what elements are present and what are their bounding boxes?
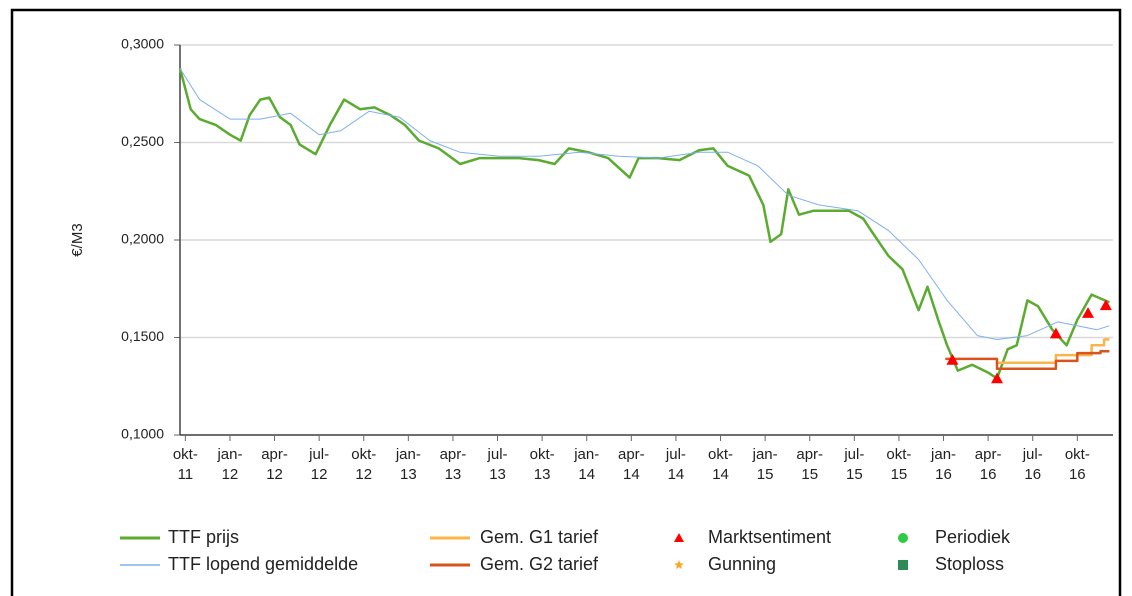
x-tick-label: 12 xyxy=(266,466,283,483)
frame xyxy=(10,8,1122,596)
x-tick-label: apr- xyxy=(261,446,288,463)
x-tick-label: 11 xyxy=(178,466,194,483)
x-tick-label: 14 xyxy=(712,466,729,483)
y-tick-label: 0,1000 xyxy=(121,426,164,442)
x-tick-label: 16 xyxy=(935,466,952,483)
y-tick-label: 0,2500 xyxy=(121,133,164,149)
x-tick-label: 12 xyxy=(222,466,239,483)
series-line xyxy=(997,338,1110,365)
x-tick-label: 15 xyxy=(846,466,863,483)
x-tick-label: okt- xyxy=(886,446,911,463)
legend-label: Gem. G1 tarief xyxy=(480,527,599,547)
legend-label: Gunning xyxy=(708,554,776,574)
x-tick-label: 16 xyxy=(1069,466,1086,483)
y-tick-label: 0,3000 xyxy=(121,36,164,52)
x-tick-label: okt- xyxy=(1065,446,1090,463)
x-tick-label: 13 xyxy=(534,466,551,483)
marker-circle xyxy=(898,533,908,543)
marker-triangle xyxy=(1049,327,1062,339)
y-axis-label: €/M3 xyxy=(69,223,86,256)
x-tick-label: jan- xyxy=(930,446,956,463)
x-tick-label: jul- xyxy=(1022,446,1043,463)
x-tick-label: 16 xyxy=(1024,466,1041,483)
marker-square xyxy=(898,560,908,570)
x-tick-label: apr- xyxy=(618,446,645,463)
series-line xyxy=(945,349,1110,370)
marker-triangle xyxy=(674,533,684,542)
marker-triangle xyxy=(946,353,959,365)
x-tick-label: okt- xyxy=(530,446,555,463)
series-line xyxy=(179,68,1110,340)
x-tick-label: 14 xyxy=(668,466,685,483)
x-tick-label: jan- xyxy=(216,446,242,463)
legend-label: TTF lopend gemiddelde xyxy=(168,554,358,574)
x-tick-label: 12 xyxy=(355,466,372,483)
x-tick-label: 13 xyxy=(445,466,462,483)
x-tick-label: jul- xyxy=(487,446,508,463)
x-tick-label: jul- xyxy=(308,446,329,463)
x-tick-label: 16 xyxy=(980,466,997,483)
x-tick-label: 14 xyxy=(578,466,595,483)
x-tick-label: jan- xyxy=(395,446,421,463)
x-tick-label: jul- xyxy=(843,446,864,463)
marker-triangle xyxy=(1082,307,1095,318)
x-tick-label: 15 xyxy=(891,466,908,483)
marker-star xyxy=(674,560,684,569)
x-tick-label: jan- xyxy=(752,446,778,463)
legend-label: Stoploss xyxy=(935,554,1004,574)
x-tick-label: 12 xyxy=(311,466,328,483)
x-tick-label: 15 xyxy=(801,466,818,483)
x-tick-label: okt- xyxy=(351,446,376,463)
x-tick-label: 13 xyxy=(400,466,417,483)
y-tick-label: 0,1500 xyxy=(121,328,164,344)
legend-label: Gem. G2 tarief xyxy=(480,554,599,574)
x-tick-label: 14 xyxy=(623,466,640,483)
legend-label: TTF prijs xyxy=(168,527,239,547)
y-tick-label: 0,2000 xyxy=(121,231,164,247)
x-tick-label: jan- xyxy=(573,446,599,463)
x-tick-label: apr- xyxy=(796,446,823,463)
x-tick-label: okt- xyxy=(708,446,733,463)
x-tick-label: jul- xyxy=(665,446,686,463)
x-tick-label: apr- xyxy=(440,446,467,463)
x-tick-label: 13 xyxy=(489,466,506,483)
x-tick-label: okt- xyxy=(173,446,198,463)
legend-label: Periodiek xyxy=(935,527,1011,547)
marker-triangle xyxy=(991,372,1004,384)
marker-triangle xyxy=(1099,299,1112,311)
x-tick-label: apr- xyxy=(975,446,1002,463)
x-tick-label: 15 xyxy=(757,466,774,483)
series-line xyxy=(178,68,1110,380)
legend-label: Marktsentiment xyxy=(708,527,831,547)
